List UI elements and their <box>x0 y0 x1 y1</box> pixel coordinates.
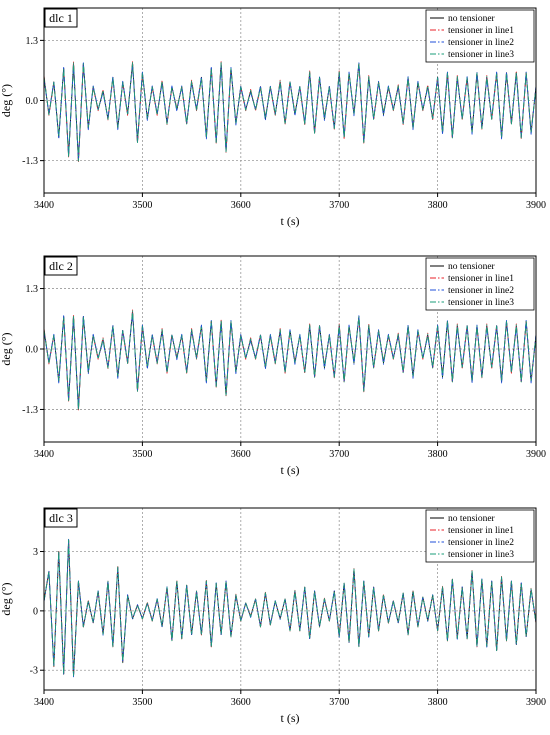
panel-1-x-tick-label: 3600 <box>231 200 251 211</box>
panel-3-x-tick-label: 3400 <box>34 697 54 708</box>
panel-3-legend-label-2: tensioner in line1 <box>448 526 514 536</box>
panel-3-y-tick-label: 3 <box>33 547 38 558</box>
panel-1-y-axis-title: deg (°) <box>0 84 13 117</box>
panel-1-legend-label-4: tensioner in line3 <box>448 50 514 60</box>
panel-1-y-tick-label: 0.0 <box>26 96 39 107</box>
panel-2-y-axis-title: deg (°) <box>0 332 13 365</box>
panel-2-tag-label: dlc 2 <box>49 259 73 273</box>
panel-2-tag-box <box>44 256 78 276</box>
panel-1-y-tick-label: 1.3 <box>26 36 39 47</box>
panel-3-x-tick-label: 3600 <box>231 697 251 708</box>
panel-3-x-tick-label: 3700 <box>329 697 349 708</box>
panel-2-legend-label-3: tensioner in line2 <box>448 286 514 296</box>
panel-3-frame <box>43 507 537 691</box>
panel-1-x-axis-title: t (s) <box>281 214 300 228</box>
panel-1-legend <box>425 9 535 63</box>
panel-1-y-tick-label: -1.3 <box>22 156 38 167</box>
panel-1-x-tick-label: 3400 <box>34 200 54 211</box>
panel-3-tag-box <box>44 508 78 528</box>
panel-1: 3400 3500 3600 3700 3800 3900 -1.3 0.0 1.3 t (s) d… <box>0 7 546 228</box>
panel-1-legend-label-3: tensioner in line2 <box>448 38 514 48</box>
panel-3-tag-label: dlc 3 <box>49 511 73 525</box>
panel-2-x-axis-title: t (s) <box>281 463 300 477</box>
panel-3-x-axis-title: t (s) <box>281 711 300 725</box>
panel-2: 3400 3500 3600 3700 3800 3900 -1.3 0.0 1.3 t (s) d… <box>0 255 546 477</box>
panel-1-legend-label-1: no tensioner <box>448 14 496 24</box>
panel-1-x-tick-label: 3500 <box>132 200 152 211</box>
panel-1-series-4-line <box>43 62 537 162</box>
panel-3-legend-label-1: no tensioner <box>448 514 496 524</box>
panel-1-x-tick-label: 3800 <box>428 200 448 211</box>
panel-3: 3400 3500 3600 3700 3800 3900 -3 0 3 t (s) deg (°)… <box>0 507 546 725</box>
panel-2-series-4-line <box>43 310 537 411</box>
panel-1-x-tick-label: 3900 <box>526 200 546 211</box>
panel-2-x-tick-label: 3900 <box>526 449 546 460</box>
panel-3-x-tick-label: 3800 <box>428 697 448 708</box>
panel-1-x-tick-label: 3700 <box>329 200 349 211</box>
panel-2-x-tick-label: 3500 <box>132 449 152 460</box>
panel-2-y-tick-label: 1.3 <box>26 284 39 295</box>
panel-2-y-tick-label: 0.0 <box>26 345 39 356</box>
panel-3-legend-label-3: tensioner in line2 <box>448 538 514 548</box>
panel-2-legend-label-1: no tensioner <box>448 262 496 272</box>
panel-2-x-tick-label: 3800 <box>428 449 448 460</box>
panel-1-tag-label: dlc 1 <box>49 11 73 25</box>
panel-2-legend-label-2: tensioner in line1 <box>448 274 514 284</box>
panel-3-series-4-line <box>43 539 537 677</box>
panel-3-x-tick-label: 3900 <box>526 697 546 708</box>
panel-1-tag-box <box>44 8 78 28</box>
panel-3-legend <box>425 509 535 563</box>
panel-3-y-axis-title: deg (°) <box>0 582 13 615</box>
panel-2-legend <box>425 257 535 311</box>
panel-3-x-tick-label: 3500 <box>132 697 152 708</box>
panel-3-legend-label-4: tensioner in line3 <box>448 550 514 560</box>
panel-2-legend-label-4: tensioner in line3 <box>448 298 514 308</box>
panel-2-x-tick-label: 3400 <box>34 449 54 460</box>
panel-3-y-tick-label: -3 <box>30 666 38 677</box>
panel-1-legend-label-2: tensioner in line1 <box>448 26 514 36</box>
panel-2-x-tick-label: 3600 <box>231 449 251 460</box>
panel-2-y-tick-label: -1.3 <box>22 405 38 416</box>
panel-2-x-tick-label: 3700 <box>329 449 349 460</box>
panel-3-y-tick-label: 0 <box>33 606 38 617</box>
